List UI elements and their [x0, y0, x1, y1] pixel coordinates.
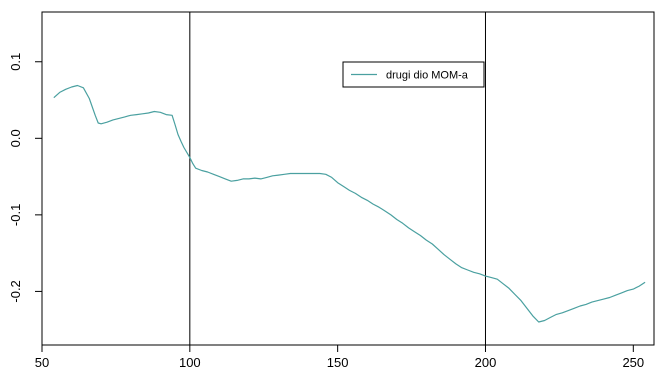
x-tick-label: 50 [35, 355, 49, 370]
x-axis: 50 100 150 200 250 [35, 344, 644, 370]
y-tick-label: -0.2 [8, 280, 23, 302]
legend: drugi dio MOM-a [342, 61, 485, 88]
series-line [53, 84, 646, 323]
vertical-reference-lines [189, 12, 486, 345]
y-tick-label: 0.1 [8, 53, 23, 71]
x-tick-label: 150 [327, 355, 349, 370]
x-tick-label: 250 [622, 355, 644, 370]
y-axis: 0.1 0.0 -0.1 -0.2 [8, 53, 43, 303]
y-tick-label: 0.0 [8, 129, 23, 147]
legend-label: drugi dio MOM-a [386, 70, 469, 82]
series-layer [53, 84, 646, 323]
x-tick-label: 100 [179, 355, 201, 370]
x-tick-label: 200 [475, 355, 497, 370]
y-tick-label: -0.1 [8, 204, 23, 226]
